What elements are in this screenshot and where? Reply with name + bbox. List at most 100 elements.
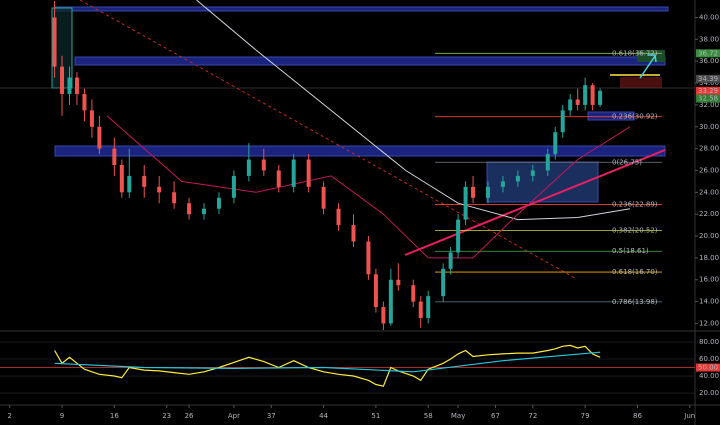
candle-body — [590, 85, 595, 105]
candle-body — [388, 279, 393, 324]
candle-body — [426, 296, 431, 318]
y-tick-label: 14.00 — [699, 298, 719, 306]
candle-body — [291, 159, 296, 187]
price-badge-label: 34.39 — [698, 75, 718, 83]
candle-body — [231, 175, 236, 198]
y-tick-label: 18.00 — [699, 254, 719, 262]
y-tick-label: 36.00 — [699, 57, 719, 65]
x-tick-label: 58 — [424, 412, 433, 420]
price-badge — [696, 86, 720, 95]
y-tick-label: 40.00 — [699, 13, 719, 21]
y-tick-label: 12.00 — [699, 319, 719, 327]
y-tick-label: 24.00 — [699, 188, 719, 196]
candle-body — [448, 252, 453, 269]
fib-label: 0.236(22.89) — [612, 200, 658, 208]
price-badge — [696, 49, 720, 58]
candle-body — [598, 90, 603, 105]
y-tick-label: 38.00 — [699, 35, 719, 43]
y-tick-label: 22.00 — [699, 210, 719, 218]
candle-body — [366, 241, 371, 275]
candle-body — [500, 181, 505, 187]
candle-body — [82, 93, 87, 111]
y-tick-label: 20.00 — [699, 232, 719, 240]
zone — [587, 111, 635, 121]
x-tick-label: 67 — [491, 412, 500, 420]
candle-body — [575, 99, 580, 105]
candle-body — [530, 170, 535, 176]
indicator-line — [54, 351, 601, 373]
moving-average — [196, 0, 631, 221]
candle-body — [216, 197, 221, 209]
candle-body — [418, 301, 423, 318]
candle-body — [463, 186, 468, 220]
x-tick-label: 72 — [528, 412, 537, 420]
candle-body — [67, 77, 72, 94]
x-tick-label: 37 — [267, 412, 276, 420]
y-tick-label: 28.00 — [699, 145, 719, 153]
fib-label: 0.618(36.72) — [612, 49, 658, 57]
x-tick-label: 16 — [110, 412, 119, 420]
candle-body — [568, 99, 573, 111]
zone — [74, 56, 666, 66]
trend-line — [404, 149, 666, 256]
candle-body — [89, 110, 94, 127]
moving-average — [106, 115, 631, 259]
x-tick-label: 86 — [633, 412, 642, 420]
indicator-line — [54, 344, 601, 387]
fib-label: 0.618(16.70) — [612, 268, 658, 276]
x-tick-label: 2 — [7, 412, 11, 420]
y-tick-label: 34.00 — [699, 79, 719, 87]
price-badge — [696, 74, 720, 83]
x-tick-label: 9 — [60, 412, 64, 420]
x-tick-label: 23 — [162, 412, 171, 420]
x-tick-label: 26 — [185, 412, 194, 420]
candle-body — [202, 208, 207, 215]
candle-body — [157, 186, 162, 193]
fib-label: 0.382(20.52) — [612, 226, 658, 234]
arrow — [639, 54, 657, 79]
fib-label: 0.5(18.61) — [612, 247, 649, 255]
candle-body — [351, 225, 356, 242]
y-tick-label: 30.00 — [699, 123, 719, 131]
indicator-tick-label: 60.00 — [699, 355, 719, 363]
level-badge — [696, 363, 720, 372]
candle-body — [52, 17, 57, 67]
candle-body — [560, 110, 565, 133]
zone — [486, 161, 599, 203]
candle-body — [553, 132, 558, 155]
candle-body — [583, 85, 588, 105]
candle-body — [60, 66, 65, 94]
candle-body — [112, 148, 117, 165]
fib-label: 0.786(13.98) — [612, 298, 658, 306]
price-badge-label: 36.72 — [698, 49, 718, 57]
x-tick-label: Apr — [228, 412, 240, 420]
candle-body — [97, 126, 102, 149]
zones — [51, 6, 669, 203]
candle-body — [441, 268, 446, 297]
price-badge — [696, 94, 720, 103]
indicator-tick-label: 20.00 — [699, 389, 719, 397]
x-tick-label: 44 — [319, 412, 328, 420]
indicator-tick-label: 80.00 — [699, 338, 719, 346]
candle-body — [515, 175, 520, 182]
fib-label: 0(26.75) — [612, 158, 642, 166]
y-tick-label: 16.00 — [699, 276, 719, 284]
candle-body — [545, 154, 550, 171]
price-badge-label: 33.29 — [698, 87, 718, 95]
y-tick-label: 26.00 — [699, 166, 719, 174]
candle-body — [411, 285, 416, 302]
candle-body — [485, 186, 490, 198]
candle-body — [321, 186, 326, 209]
price-badge-label: 32.58 — [698, 95, 718, 103]
candle-body — [246, 159, 251, 176]
candle-body — [261, 159, 266, 171]
candle-body — [119, 165, 124, 193]
candle-body — [187, 203, 192, 215]
x-tick-label: 79 — [581, 412, 590, 420]
candle-body — [306, 159, 311, 187]
candle-body — [471, 186, 476, 198]
level-label: 50.00 — [698, 364, 718, 372]
x-tick-label: 51 — [371, 412, 380, 420]
